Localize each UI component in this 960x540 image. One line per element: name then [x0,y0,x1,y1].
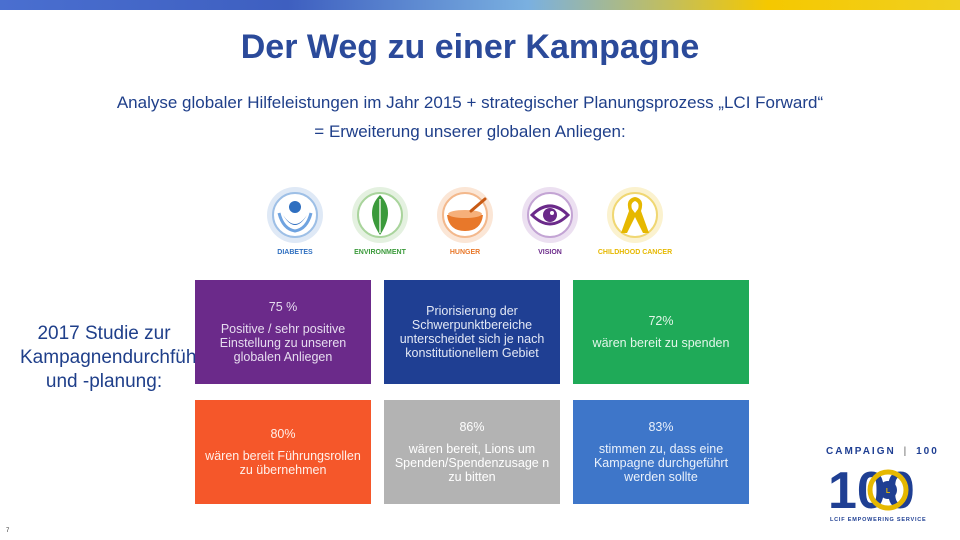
logo-tagline: LCIF EMPOWERING SERVICE [830,517,927,523]
logo-100-graphic: 100 L [828,462,915,516]
cause-label: DIABETES [277,249,313,256]
stat-percentage: 72% [648,314,674,328]
stat-percentage: 75 % [268,300,298,314]
stat-description: wären bereit, Lions um Spenden/Spendenzu… [394,442,550,484]
stat-percentage: 83% [648,420,674,434]
ribbon-icon [607,187,663,243]
intro-line-1: Analyse globaler Hilfeleistungen im Jahr… [116,93,824,112]
stat-description: wären bereit zu spenden [592,336,730,350]
cause-label: VISION [538,249,562,256]
stat-description: Priorisierung der Schwerpunktbereiche un… [399,304,545,360]
diabetes-icon [267,187,323,243]
logo-campaign-text: CAMPAIGN [826,446,896,457]
stat-percentage: 86% [459,420,485,434]
stat-tile: 86% wären bereit, Lions um Spenden/Spend… [384,400,560,504]
stat-description: stimmen zu, dass eine Kampagne durchgefü… [593,442,729,484]
leaf-icon [352,187,408,243]
top-gradient-bar [0,0,960,10]
stat-tile: 72% wären bereit zu spenden [573,280,749,384]
cause-diabetes: DIABETES [255,185,335,263]
cause-label: ENVIRONMENT [354,249,406,256]
slide-title: Der Weg zu einer Kampagne [240,28,700,66]
cause-label: HUNGER [449,249,481,256]
eye-icon [522,187,578,243]
cause-environment: ENVIRONMENT [340,185,420,263]
intro-text: Analyse globaler Hilfeleistungen im Jahr… [80,93,860,141]
cause-vision: VISION [510,185,590,263]
stat-percentage: 80% [270,427,296,441]
study-label: 2017 Studie zur Kampagnendurchführbarkei… [20,323,260,392]
global-causes-icons: DIABETES ENVIRONMENT HUNGER VISION [255,185,695,263]
stat-tile: Priorisierung der Schwerpunktbereiche un… [384,280,560,384]
page-number: 7 [6,528,10,534]
bowl-icon [437,187,493,243]
svg-text:L: L [886,488,891,495]
logo-number-small: 100 [916,446,939,457]
cause-label: CHILDHOOD CANCER [597,249,673,256]
campaign-100-logo: CAMPAIGN | 100 100 L LCIF EMPOWERING SER… [826,446,946,526]
stat-tile: 75 % Positive / sehr positive Einstellun… [195,280,371,384]
intro-line-2: = Erweiterung unserer globalen Anliegen: [314,122,626,141]
cause-childhood-cancer: CHILDHOOD CANCER [595,185,675,263]
stat-tile: 80% wären bereit Führungsrollen zu übern… [195,400,371,504]
stat-tile: 83% stimmen zu, dass eine Kampagne durch… [573,400,749,504]
stat-description: wären bereit Führungsrollen zu übernehme… [205,449,361,477]
stat-description: Positive / sehr positive Einstellung zu … [219,322,347,364]
cause-hunger: HUNGER [425,185,505,263]
